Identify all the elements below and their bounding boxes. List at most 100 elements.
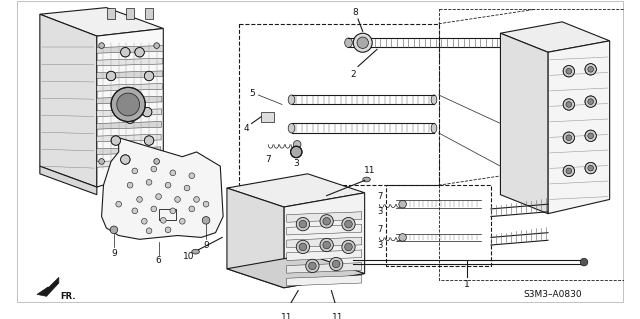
Circle shape bbox=[151, 206, 157, 212]
Circle shape bbox=[175, 197, 180, 202]
Circle shape bbox=[189, 206, 195, 212]
Circle shape bbox=[110, 226, 118, 234]
Circle shape bbox=[299, 220, 307, 228]
Polygon shape bbox=[227, 188, 284, 288]
Text: S3M3–A0830: S3M3–A0830 bbox=[524, 290, 582, 299]
Circle shape bbox=[194, 197, 200, 202]
Circle shape bbox=[399, 234, 406, 241]
Circle shape bbox=[106, 71, 116, 81]
Circle shape bbox=[146, 228, 152, 234]
Circle shape bbox=[170, 170, 175, 176]
Circle shape bbox=[156, 194, 161, 199]
Circle shape bbox=[585, 130, 596, 142]
Polygon shape bbox=[97, 84, 162, 91]
Circle shape bbox=[345, 243, 352, 251]
Circle shape bbox=[151, 166, 157, 172]
Polygon shape bbox=[40, 8, 163, 36]
Polygon shape bbox=[97, 134, 161, 142]
Text: 3: 3 bbox=[293, 159, 299, 168]
Text: 9: 9 bbox=[203, 241, 209, 249]
Circle shape bbox=[116, 93, 140, 116]
Circle shape bbox=[353, 33, 372, 52]
Ellipse shape bbox=[431, 123, 437, 133]
Polygon shape bbox=[97, 96, 162, 104]
Circle shape bbox=[132, 208, 138, 214]
Ellipse shape bbox=[288, 123, 295, 133]
Text: 9: 9 bbox=[111, 249, 116, 258]
Circle shape bbox=[320, 215, 333, 228]
Circle shape bbox=[146, 180, 152, 185]
Text: 8: 8 bbox=[352, 8, 358, 17]
Polygon shape bbox=[97, 109, 162, 116]
Polygon shape bbox=[287, 263, 362, 273]
Circle shape bbox=[585, 96, 596, 107]
Text: 4: 4 bbox=[243, 124, 249, 133]
Ellipse shape bbox=[516, 65, 532, 86]
Polygon shape bbox=[227, 174, 365, 207]
Ellipse shape bbox=[192, 249, 200, 254]
Polygon shape bbox=[97, 46, 163, 53]
Circle shape bbox=[144, 136, 154, 145]
Circle shape bbox=[357, 37, 369, 48]
Text: 10: 10 bbox=[183, 252, 195, 261]
Polygon shape bbox=[40, 14, 97, 187]
Bar bbox=[108, 8, 115, 19]
Bar bbox=[261, 112, 275, 122]
Text: 1: 1 bbox=[465, 280, 470, 289]
Circle shape bbox=[399, 200, 406, 208]
Polygon shape bbox=[97, 28, 163, 187]
Circle shape bbox=[111, 136, 120, 145]
Ellipse shape bbox=[518, 116, 530, 130]
Circle shape bbox=[332, 260, 340, 268]
Bar bbox=[126, 8, 134, 19]
Circle shape bbox=[320, 238, 333, 252]
Circle shape bbox=[342, 218, 355, 231]
Circle shape bbox=[144, 71, 154, 81]
Circle shape bbox=[563, 132, 575, 144]
Circle shape bbox=[308, 262, 316, 270]
Circle shape bbox=[111, 87, 145, 122]
Text: 11: 11 bbox=[332, 313, 344, 319]
Polygon shape bbox=[97, 71, 163, 78]
Polygon shape bbox=[97, 147, 161, 154]
Polygon shape bbox=[227, 255, 365, 288]
Circle shape bbox=[588, 133, 593, 139]
Circle shape bbox=[161, 218, 166, 223]
Text: 7: 7 bbox=[265, 155, 271, 164]
Circle shape bbox=[203, 201, 209, 207]
Circle shape bbox=[99, 43, 104, 48]
Circle shape bbox=[99, 159, 104, 164]
Circle shape bbox=[170, 208, 175, 214]
Polygon shape bbox=[500, 33, 548, 214]
Ellipse shape bbox=[334, 306, 342, 311]
Circle shape bbox=[202, 217, 210, 224]
Circle shape bbox=[120, 48, 130, 57]
Circle shape bbox=[588, 66, 593, 72]
Ellipse shape bbox=[516, 160, 532, 182]
Polygon shape bbox=[287, 225, 362, 235]
Circle shape bbox=[179, 219, 185, 224]
Circle shape bbox=[154, 43, 159, 48]
Circle shape bbox=[585, 162, 596, 174]
Ellipse shape bbox=[518, 164, 530, 178]
Circle shape bbox=[566, 68, 572, 74]
Circle shape bbox=[588, 99, 593, 104]
Circle shape bbox=[141, 219, 147, 224]
Circle shape bbox=[342, 240, 355, 254]
Polygon shape bbox=[102, 138, 223, 239]
Text: 11: 11 bbox=[364, 167, 375, 175]
Circle shape bbox=[127, 182, 133, 188]
Ellipse shape bbox=[345, 38, 352, 48]
Polygon shape bbox=[40, 166, 97, 195]
Circle shape bbox=[588, 165, 593, 171]
Circle shape bbox=[566, 102, 572, 107]
Polygon shape bbox=[287, 275, 362, 286]
Bar bbox=[159, 209, 175, 220]
Circle shape bbox=[323, 241, 330, 249]
Polygon shape bbox=[97, 58, 163, 66]
Ellipse shape bbox=[518, 69, 530, 83]
Circle shape bbox=[563, 165, 575, 177]
Text: 5: 5 bbox=[250, 89, 255, 98]
Circle shape bbox=[116, 90, 125, 100]
Circle shape bbox=[165, 182, 171, 188]
